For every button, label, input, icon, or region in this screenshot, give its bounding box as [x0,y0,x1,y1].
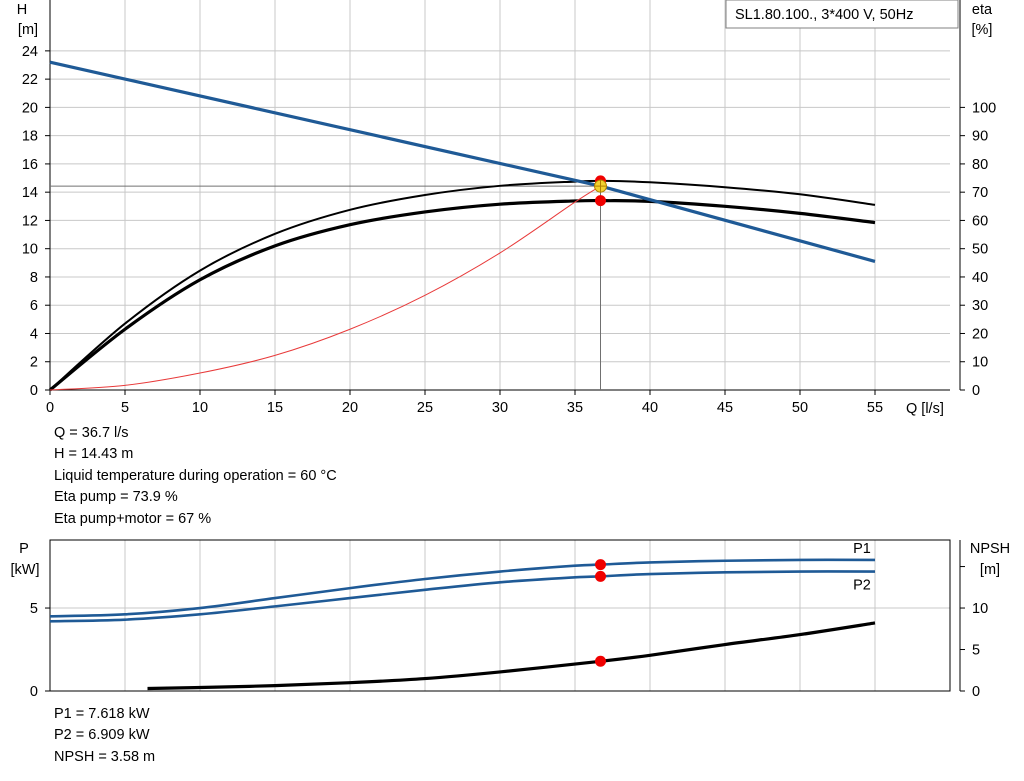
top-y-tick-label: 2 [30,355,38,371]
top-x-tick-label: 35 [567,400,583,416]
top-right-tick-label: 30 [972,298,988,314]
series-label-p1: P1 [853,541,871,557]
top-right-tick-label: 20 [972,326,988,342]
bottom-y-axis-unit: [kW] [11,562,40,578]
series-head_operating [48,198,876,392]
bottom-right-axis-label: NPSH [970,541,1010,557]
bottom-series [49,558,876,691]
top-y-tick-label: 10 [22,242,38,258]
temperature-readout: Liquid temperature during operation = 60… [54,467,337,484]
head-readout: H = 14.43 m [54,446,134,463]
operating-marker [595,195,606,207]
bottom-right-axis-unit: [m] [980,562,1000,578]
eta-pump-readout: Eta pump = 73.9 % [54,489,178,506]
top-x-tick-label: 15 [267,400,283,416]
bottom-labels: 0 5 0 5 10 P [kW] NPSH [m] P1 P2 [11,541,1011,700]
bottom-operating-marker [595,655,606,667]
bottom-y-tick-label: 0 [30,684,38,700]
top-right-tick-label: 50 [972,242,988,258]
p2-readout: P2 = 6.909 kW [54,727,150,744]
top-y-tick-label: 16 [22,157,38,173]
pump-performance-chart: 0 5 10 15 20 25 30 35 40 45 50 55024681012141618202… [11,0,1011,700]
top-y-axis-label: H [17,2,27,18]
top-x-tick-label: 30 [492,400,508,416]
top-right-axis-label: eta [972,2,993,18]
top-right-tick-label: 100 [972,100,996,116]
eta-total-readout: Eta pump+motor = 67 % [54,510,212,527]
bottom-right-tick-label: 0 [972,684,980,700]
bottom-operating-marker [595,570,606,582]
top-x-tick-label: 50 [792,400,808,416]
top-right-tick-label: 80 [972,157,988,173]
top-y-tick-label: 20 [22,100,38,116]
chart-title: SL1.80.100., 3*400 V, 50Hz [735,7,913,23]
top-right-tick-label: 40 [972,270,988,286]
top-y-tick-label: 24 [22,44,38,60]
top-x-tick-label: 55 [867,400,883,416]
top-y-tick-label: 8 [30,270,38,286]
bottom-y-tick-label: 5 [30,601,38,617]
series-system_curve [49,60,876,263]
top-right-tick-label: 60 [972,213,988,229]
top-right-tick-label: 0 [972,383,980,399]
p1-readout: P1 = 7.618 kW [54,706,150,722]
top-x-tick-label: 0 [46,400,54,416]
bottom-y-axis-label: P [19,541,29,557]
top-x-tick-label: 40 [642,400,658,416]
series-npsh [147,621,876,691]
top-y-tick-label: 12 [22,213,38,229]
npsh-readout: NPSH = 3.58 m [54,748,156,765]
series-efficiency [49,185,601,391]
top-y-tick-label: 18 [22,129,38,145]
top-x-tick-label: 20 [342,400,358,416]
bottom-right-tick-label: 5 [972,643,980,659]
top-series [48,60,876,392]
top-y-tick-label: 4 [30,326,38,342]
top-x-tick-label: 5 [121,400,129,416]
bottom-right-tick-label: 10 [972,601,988,617]
series-p2 [49,570,876,623]
flow-readout: Q = 36.7 l/s [54,425,129,441]
title-box [725,0,959,29]
series-head_max [49,179,876,391]
top-x-tick-label: 25 [417,400,433,416]
series-label-p2: P2 [853,578,871,594]
top-y-tick-label: 22 [22,72,38,88]
top-x-tick-label: 10 [192,400,208,416]
top-right-tick-label: 70 [972,185,988,201]
top-y-tick-label: 14 [22,185,38,201]
top-y-tick-label: 6 [30,298,38,314]
top-readout: Q = 36.7 l/s H = 14.43 m Liquid temperat… [54,423,337,530]
top-right-tick-label: 10 [972,355,988,371]
bottom-readout: P1 = 7.618 kW P2 = 6.909 kW NPSH = 3.58 … [54,704,155,768]
top-labels: 0 5 10 15 20 25 30 35 40 45 50 55024681012141618202… [17,0,996,417]
top-right-tick-label: 90 [972,129,988,145]
top-y-axis-unit: [m] [18,22,38,38]
top-grid [45,0,965,395]
top-right-axis-unit: [%] [972,22,993,38]
bottom-operating-marker [595,559,606,571]
series-p1 [49,558,876,618]
top-y-tick-label: 0 [30,383,38,399]
top-x-tick-label: 45 [717,400,733,416]
top-x-axis-label: Q [l/s] [906,401,944,417]
